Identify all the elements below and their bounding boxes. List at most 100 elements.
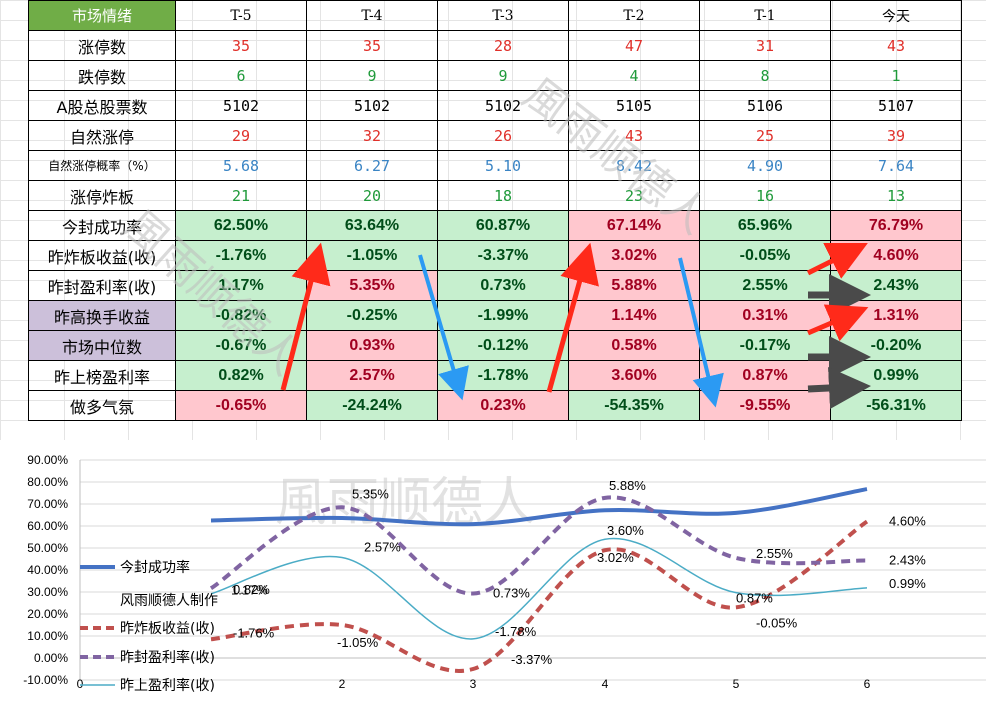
y-tick-label: 80.00% <box>27 475 68 489</box>
value-cell: 6.27 <box>306 150 438 181</box>
value-cell: 32 <box>306 120 438 151</box>
x-tick-label: 4 <box>602 677 609 691</box>
x-tick-label: 2 <box>339 677 346 691</box>
data-label: 2.43% <box>889 553 926 568</box>
legend-entry: 今封成功率 <box>120 559 190 576</box>
market-sentiment-table: 市场情绪 T-5 T-4 T-3 T-2 T-1 今天 涨停数 35 35 28 47 31 43 跌停数 6… <box>28 0 962 421</box>
row-label-cell: 做多气氛 <box>28 390 176 421</box>
value-cell: -0.67% <box>175 330 307 361</box>
spreadsheet-background: 市场情绪 T-5 T-4 T-3 T-2 T-1 今天 涨停数 35 35 28 47 31 43 跌停数 6… <box>0 0 986 440</box>
header-day-cell: 今天 <box>830 0 962 31</box>
header-day-cell: T-2 <box>568 0 700 31</box>
value-cell: 8.42 <box>568 150 700 181</box>
value-cell: 2.43% <box>830 270 962 301</box>
value-cell: -9.55% <box>699 390 831 421</box>
value-cell: 9 <box>437 60 569 91</box>
value-cell: 5102 <box>437 90 569 121</box>
value-cell: 28 <box>437 30 569 61</box>
x-tick-label: 6 <box>864 677 871 691</box>
y-tick-label: 0.00% <box>34 651 68 665</box>
value-cell: 63.64% <box>306 210 438 241</box>
value-cell: 3.60% <box>568 360 700 391</box>
y-tick-label: 30.00% <box>27 585 68 599</box>
value-cell: 0.99% <box>830 360 962 391</box>
value-cell: 6 <box>175 60 307 91</box>
value-cell: 4.90 <box>699 150 831 181</box>
row-label-cell: 市场中位数 <box>28 330 176 361</box>
value-cell: -0.17% <box>699 330 831 361</box>
series-line <box>210 487 868 527</box>
header-day-cell: T-5 <box>175 0 307 31</box>
header-day-cell: T-4 <box>306 0 438 31</box>
value-cell: 65.96% <box>699 210 831 241</box>
value-cell: 18 <box>437 180 569 211</box>
table-row: 昨上榜盈利率 0.82% 2.57% -1.78% 3.60% 0.87% 0.99% <box>28 360 962 391</box>
value-cell: 3.02% <box>568 240 700 271</box>
value-cell: 5.10 <box>437 150 569 181</box>
y-tick-label: 10.00% <box>27 629 68 643</box>
value-cell: -1.78% <box>437 360 569 391</box>
row-label-cell: A股总股票数 <box>28 90 176 121</box>
row-label-cell: 自然涨停概率（%） <box>28 150 176 181</box>
table-row: 涨停数 35 35 28 47 31 43 <box>28 30 962 61</box>
value-cell: -0.25% <box>306 300 438 331</box>
x-tick-label: 3 <box>470 677 477 691</box>
x-tick-label: 5 <box>733 677 740 691</box>
value-cell: 43 <box>568 120 700 151</box>
header-day-cell: T-1 <box>699 0 831 31</box>
value-cell: -24.24% <box>306 390 438 421</box>
value-cell: 0.87% <box>699 360 831 391</box>
table-row: 涨停炸板 21 20 18 23 16 13 <box>28 180 962 211</box>
value-cell: -1.05% <box>306 240 438 271</box>
data-label: 4.60% <box>889 514 926 529</box>
legend-entry: 昨封盈利率(收) <box>120 649 215 666</box>
value-cell: 60.87% <box>437 210 569 241</box>
row-label-cell: 涨停炸板 <box>28 180 176 211</box>
series-line <box>210 519 869 673</box>
table-row: 昨炸板收益(收) -1.76% -1.05% -3.37% 3.02% -0.05% 4.6… <box>28 240 962 271</box>
legend-author-text: 风雨顺德人制作 <box>120 593 218 609</box>
table-row: 今封成功率 62.50% 63.64% 60.87% 67.14% 65.96% 76.79… <box>28 210 962 241</box>
value-cell: -0.65% <box>175 390 307 421</box>
value-cell: 29 <box>175 120 307 151</box>
data-label: -3.37% <box>511 652 553 667</box>
value-cell: 0.23% <box>437 390 569 421</box>
table-row: 市场中位数 -0.67% 0.93% -0.12% 0.58% -0.17% -0.20% <box>28 330 962 361</box>
table-row: 跌停数 6 9 9 4 8 1 <box>28 60 962 91</box>
value-cell: 16 <box>699 180 831 211</box>
row-label-cell: 涨停数 <box>28 30 176 61</box>
value-cell: 25 <box>699 120 831 151</box>
y-tick-label: 60.00% <box>27 519 68 533</box>
value-cell: 7.64 <box>830 150 962 181</box>
y-tick-label: 50.00% <box>27 541 68 555</box>
data-label: 0.99% <box>889 576 926 591</box>
table-row: 自然涨停 29 32 26 43 25 39 <box>28 120 962 151</box>
value-cell: -3.37% <box>437 240 569 271</box>
data-label: 0.87% <box>736 591 773 606</box>
value-cell: 39 <box>830 120 962 151</box>
value-cell: 43 <box>830 30 962 61</box>
value-cell: -1.76% <box>175 240 307 271</box>
series-line <box>209 495 868 596</box>
table-row: 昨封盈利率(收) 1.17% 5.35% 0.73% 5.88% 2.55% 2.43% <box>28 270 962 301</box>
value-cell: 20 <box>306 180 438 211</box>
value-cell: 5107 <box>830 90 962 121</box>
row-label-cell: 昨炸板收益(收) <box>28 240 176 271</box>
header-row: 市场情绪 T-5 T-4 T-3 T-2 T-1 今天 <box>28 0 962 31</box>
y-tick-label: 40.00% <box>27 563 68 577</box>
data-label: -1.05% <box>337 635 379 650</box>
value-cell: 8 <box>699 60 831 91</box>
data-label: 5.35% <box>352 486 389 501</box>
header-title-cell: 市场情绪 <box>28 0 176 31</box>
x-tick-label: 0 <box>77 677 84 691</box>
data-label: 5.88% <box>609 478 646 493</box>
value-cell: 4.60% <box>830 240 962 271</box>
row-label-cell: 跌停数 <box>28 60 176 91</box>
value-cell: 4 <box>568 60 700 91</box>
value-cell: 5102 <box>306 90 438 121</box>
value-cell: 0.31% <box>699 300 831 331</box>
table-row: 做多气氛 -0.65% -24.24% 0.23% -54.35% -9.55% -56.3… <box>28 390 962 421</box>
data-label: -0.05% <box>756 615 798 630</box>
y-tick-label: 70.00% <box>27 497 68 511</box>
value-cell: 0.82% <box>175 360 307 391</box>
